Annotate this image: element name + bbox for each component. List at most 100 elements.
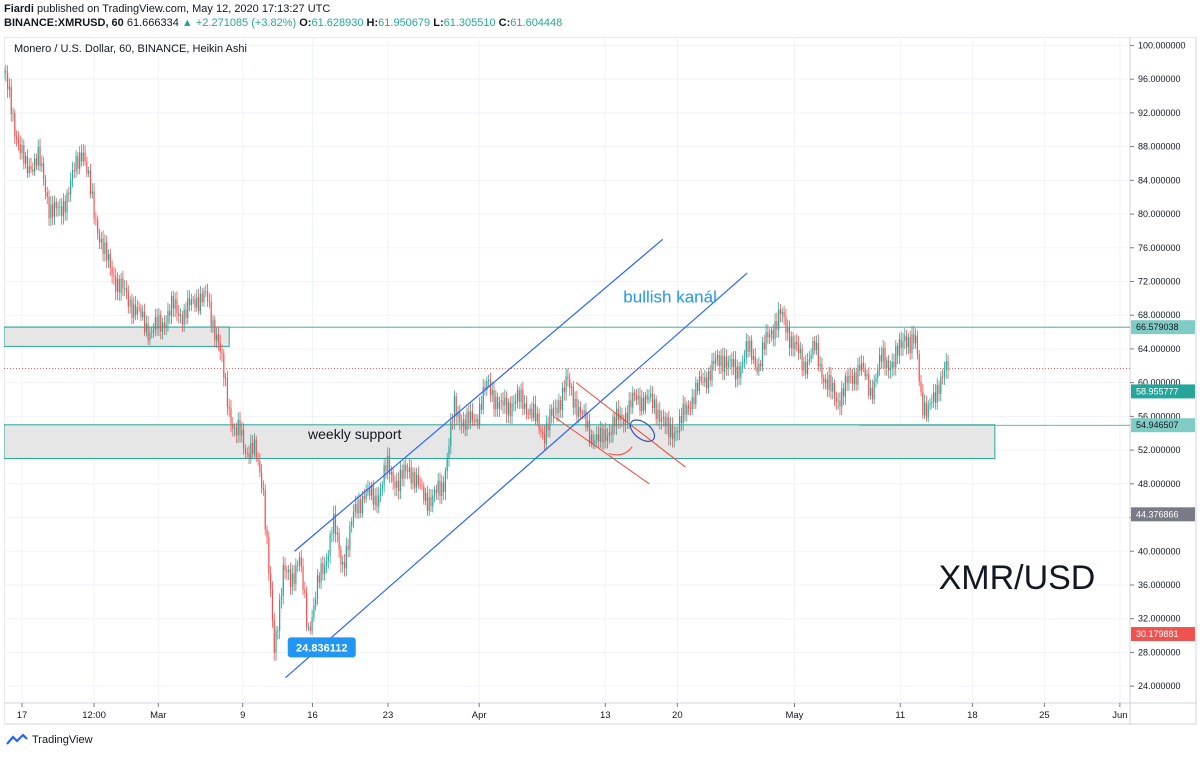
- candle-body: [124, 288, 126, 290]
- candle-body: [697, 382, 699, 392]
- candle-body: [131, 299, 133, 318]
- candle-body: [41, 163, 43, 167]
- candle-body: [133, 304, 135, 318]
- candle-body: [160, 315, 162, 332]
- candle-body: [52, 204, 54, 217]
- symbol-label[interactable]: BINANCE:XMRUSD, 60: [4, 17, 124, 29]
- candle-body: [89, 170, 92, 195]
- candle-body: [448, 446, 450, 459]
- candle-body: [97, 220, 99, 234]
- candle-body: [318, 575, 320, 583]
- candle-body: [280, 596, 283, 601]
- resistance-zone: [4, 326, 230, 347]
- candle-body: [369, 488, 371, 496]
- open-label: O:: [299, 17, 312, 29]
- candle-body: [224, 377, 227, 379]
- chart-header: Fiardi published on TradingView.com, May…: [4, 2, 562, 30]
- candle-body: [163, 322, 165, 327]
- candle-body: [644, 395, 646, 411]
- candle-body: [347, 545, 349, 550]
- candle-body: [895, 346, 897, 368]
- candle-body: [835, 397, 837, 402]
- candle-body: [664, 416, 666, 427]
- candle-body: [206, 291, 209, 302]
- candle-body: [916, 335, 919, 355]
- candle-body: [181, 314, 183, 325]
- candle-body: [603, 429, 605, 443]
- axis-price-tag: [1131, 384, 1195, 399]
- candle-body: [776, 320, 778, 330]
- candle-body: [572, 386, 574, 408]
- price-chart[interactable]: weekly support bullish kanál XMR/USD 24.836…: [4, 37, 1197, 725]
- candle-body: [470, 411, 472, 424]
- axis-price-tag: [1131, 507, 1195, 522]
- channel-upper-line: [294, 238, 664, 552]
- candle-body: [828, 375, 830, 390]
- candle-body: [234, 427, 236, 429]
- candle-body: [826, 379, 828, 390]
- tradingview-logo-icon[interactable]: [6, 734, 28, 746]
- candle-body: [156, 317, 158, 329]
- candle-body: [511, 403, 513, 416]
- candle-body: [552, 407, 555, 416]
- candle-body: [244, 448, 247, 453]
- candle-body: [563, 387, 565, 393]
- candle-body: [857, 364, 859, 385]
- candle-body: [453, 396, 455, 422]
- candle-body: [601, 428, 603, 443]
- candle-body: [805, 361, 807, 375]
- candle-body: [832, 382, 834, 392]
- candle-body: [650, 393, 652, 398]
- candle-body: [120, 278, 122, 293]
- candle-body: [455, 396, 457, 417]
- candle-body: [360, 499, 362, 514]
- author[interactable]: Fiardi: [4, 3, 34, 15]
- candle-body: [772, 330, 774, 339]
- chart-area[interactable]: weekly support bullish kanál XMR/USD 24.836…: [4, 37, 1197, 725]
- x-tick-label: 18: [967, 710, 978, 721]
- candle-body: [147, 323, 149, 341]
- candle-body: [167, 310, 169, 324]
- candle-body: [295, 565, 297, 584]
- footer-brand[interactable]: TradingView: [32, 734, 93, 746]
- candle-body: [143, 311, 146, 333]
- candle-body: [518, 390, 520, 403]
- candle-body: [790, 336, 792, 348]
- channel-lower-line: [285, 272, 748, 679]
- y-tick-label: 88.000000: [1138, 142, 1181, 152]
- candle-body: [367, 488, 369, 493]
- candle-body: [462, 419, 465, 427]
- footer: TradingView: [6, 734, 93, 746]
- candle-body: [731, 359, 733, 368]
- candle-body: [343, 562, 346, 569]
- candle-body: [862, 362, 864, 368]
- candle-body: [444, 471, 446, 493]
- close-label: C:: [498, 17, 511, 29]
- candle-body: [93, 191, 95, 220]
- candle-body: [913, 334, 915, 344]
- axis-price-tag-label: 66.579038: [1136, 322, 1179, 332]
- candle-body: [646, 395, 648, 400]
- candle-body: [246, 452, 248, 454]
- candle-body: [850, 375, 852, 377]
- candle-body: [677, 431, 679, 433]
- candle-body: [142, 311, 144, 318]
- candle-body: [336, 532, 338, 535]
- candle-body: [351, 521, 353, 526]
- candle-body: [758, 363, 760, 372]
- candle-body: [442, 482, 445, 493]
- candle-body: [80, 152, 83, 162]
- candle-body: [495, 396, 497, 410]
- candle-body: [106, 242, 108, 261]
- axis-price-tag-label: 58.955777: [1136, 386, 1179, 396]
- candle-body: [715, 358, 717, 364]
- candle-body: [742, 362, 744, 367]
- candle-body: [252, 442, 254, 454]
- candle-body: [529, 408, 531, 415]
- candle-body: [88, 170, 90, 174]
- candle-body: [217, 334, 219, 343]
- candle-body: [493, 390, 495, 410]
- candle-body: [660, 418, 663, 423]
- candle-body: [588, 420, 591, 444]
- candle-body: [161, 322, 164, 332]
